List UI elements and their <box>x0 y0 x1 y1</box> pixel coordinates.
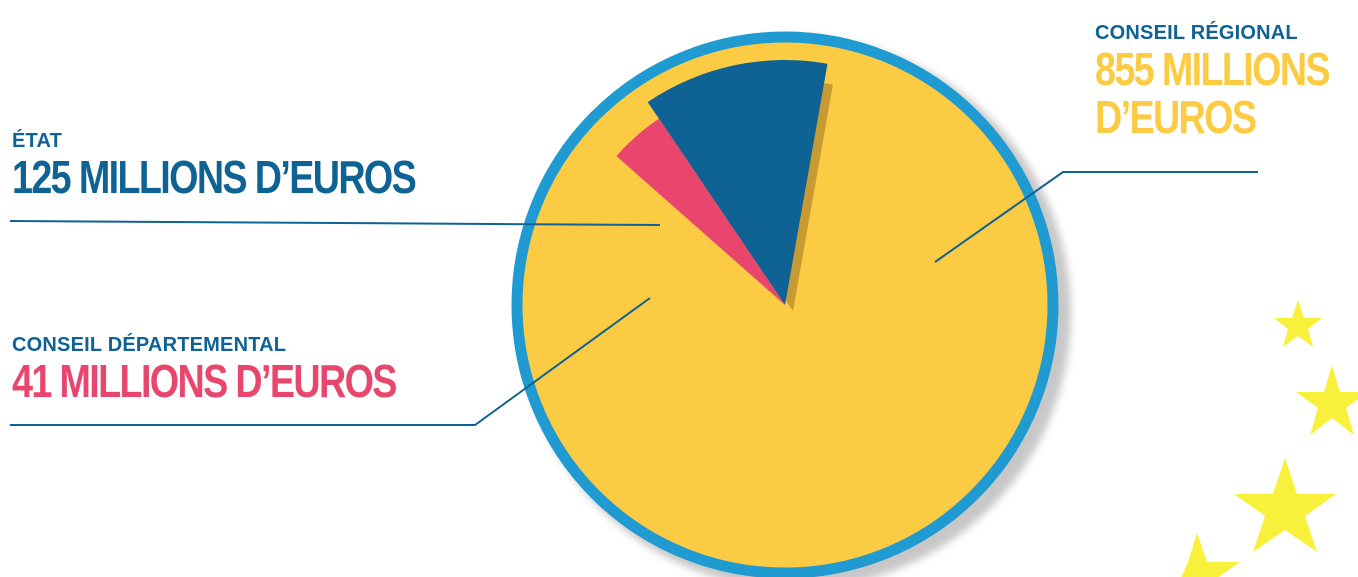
label-regional: CONSEIL RÉGIONAL 855 MILLIONS D’EUROS <box>1095 22 1358 142</box>
pie-slice-conseil-departemental <box>616 118 785 305</box>
label-regional-category: CONSEIL RÉGIONAL <box>1095 22 1298 44</box>
star-icon <box>1234 458 1336 552</box>
leader-line-regional <box>934 171 1258 263</box>
pie-slice-conseil-regional <box>523 47 1048 568</box>
leader-line-etat <box>9 220 661 226</box>
star-icon <box>1274 300 1322 347</box>
star-icon <box>1181 533 1240 577</box>
label-departemental: CONSEIL DÉPARTEMENTAL 41 MILLIONS D’EURO… <box>12 334 480 405</box>
star-icon <box>1296 365 1358 435</box>
label-departemental-value: 41 MILLIONS D’EUROS <box>12 355 397 407</box>
label-departemental-category: CONSEIL DÉPARTEMENTAL <box>12 334 287 356</box>
decorative-stars <box>1181 300 1358 577</box>
leader-lines <box>9 171 1258 426</box>
label-regional-value: 855 MILLIONS D’EUROS <box>1095 43 1331 144</box>
label-etat: ÉTAT 125 MILLIONS D’EUROS <box>12 130 504 201</box>
pie-slice-etat <box>647 59 828 306</box>
label-etat-category: ÉTAT <box>12 130 63 152</box>
label-etat-value: 125 MILLIONS D’EUROS <box>12 151 417 203</box>
leader-line-departemental <box>10 297 651 426</box>
